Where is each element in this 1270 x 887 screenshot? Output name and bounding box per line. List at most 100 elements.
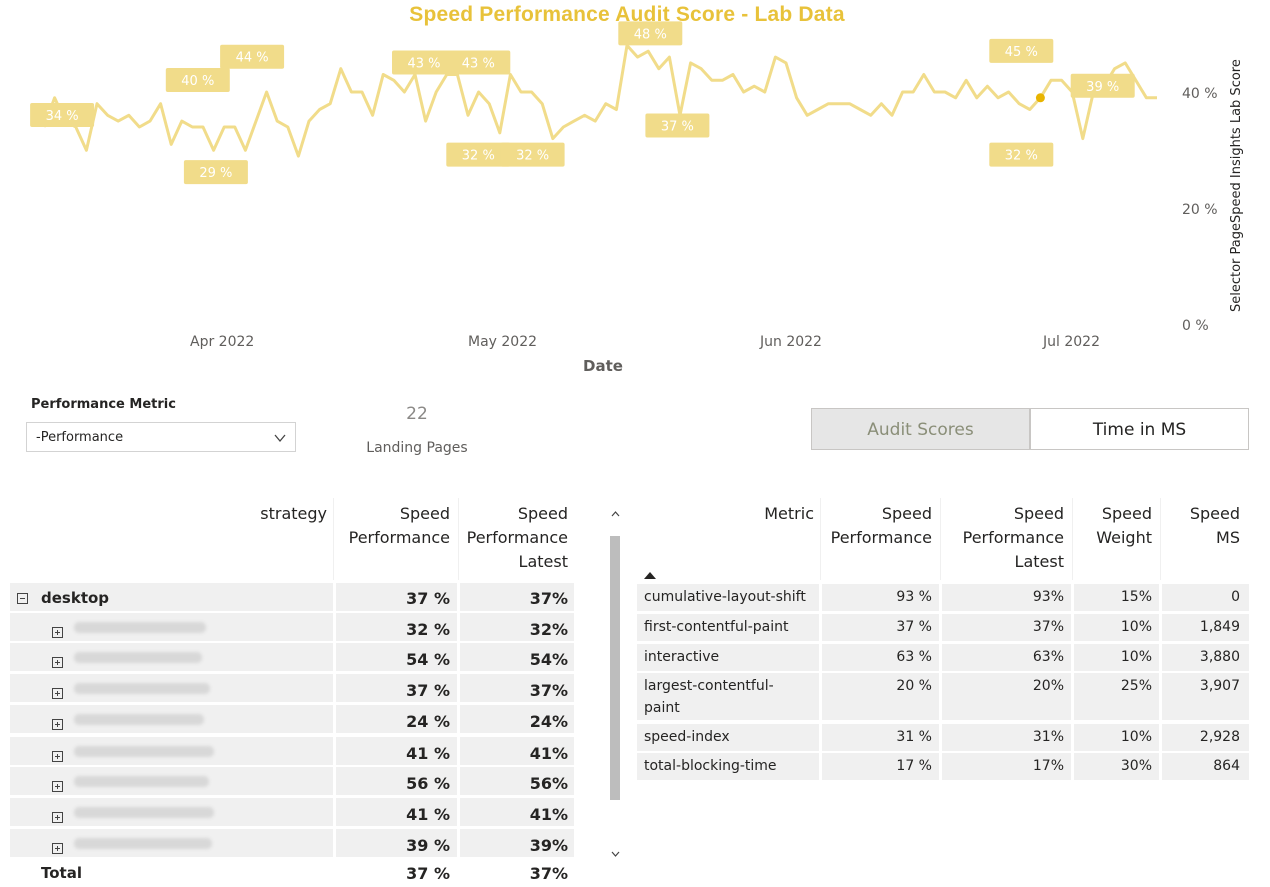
- cell-perf: 32 %: [406, 620, 450, 639]
- data-label-text: 32 %: [462, 149, 495, 164]
- x-axis: Apr 2022 May 2022 Jun 2022 Jul 2022: [190, 334, 1100, 350]
- chevron-down-icon: [274, 434, 286, 443]
- cell-perf: 37 %: [896, 619, 932, 635]
- data-labels: 34 % 40 % 29 % 44 % 43 % 32 % 43 % 32 % 48 % 37 %…: [30, 21, 1135, 185]
- data-label-text: 48 %: [634, 27, 667, 42]
- data-label-bg: [989, 38, 1054, 63]
- cell-perf: 63 %: [896, 649, 932, 665]
- expand-icon[interactable]: [52, 627, 63, 638]
- header-line: Performance: [466, 528, 568, 547]
- header-speed-performance-latest[interactable]: Speed Performance Latest: [942, 502, 1064, 574]
- table-row-desktop[interactable]: [10, 583, 574, 611]
- table-row[interactable]: [637, 584, 1249, 611]
- cell-ms: 3,907: [1199, 678, 1240, 694]
- data-label-bg: [30, 103, 95, 127]
- header-line: Speed: [399, 504, 450, 523]
- collapse-icon[interactable]: [17, 593, 28, 604]
- cell-latest: 37%: [529, 589, 568, 608]
- cell-latest: 93%: [1032, 589, 1064, 605]
- cell-perf: 56 %: [406, 774, 450, 793]
- header-line: Speed: [1101, 504, 1152, 523]
- header-speed-performance-latest[interactable]: Speed Performance Latest: [460, 502, 568, 574]
- x-tick-jul: Jul 2022: [1042, 334, 1100, 350]
- cell-latest: 37%: [1032, 619, 1064, 635]
- cell-metric: cumulative-layout-shift: [644, 589, 806, 605]
- data-label-text: 45 %: [1005, 45, 1038, 60]
- table-row[interactable]: [637, 673, 1249, 720]
- sort-ascending-icon: [644, 572, 656, 579]
- data-label-bg: [1070, 73, 1135, 98]
- redacted-url: [74, 714, 204, 725]
- cell-perf: 54 %: [406, 650, 450, 669]
- matrix-scrollbar[interactable]: [609, 500, 621, 860]
- audit-scores-button[interactable]: Audit Scores: [811, 408, 1030, 450]
- header-metric[interactable]: Metric: [764, 504, 814, 523]
- expand-icon[interactable]: [52, 781, 63, 792]
- redacted-url: [74, 746, 214, 757]
- expand-icon[interactable]: [52, 812, 63, 823]
- cell-latest: 41%: [529, 744, 568, 763]
- header-speed-weight[interactable]: Speed Weight: [1074, 502, 1152, 550]
- table-row[interactable]: [637, 614, 1249, 641]
- data-label: 43 %: [446, 50, 511, 75]
- table-row[interactable]: [637, 753, 1249, 780]
- highlighted-data-point[interactable]: [1035, 93, 1045, 103]
- cell-perf: 17 %: [896, 758, 932, 774]
- data-label-text: 32 %: [1005, 149, 1038, 164]
- cell-latest: 31%: [1032, 729, 1064, 745]
- redacted-url: [74, 776, 209, 787]
- expand-icon[interactable]: [52, 719, 63, 730]
- table-row[interactable]: [637, 644, 1249, 671]
- x-tick-may: May 2022: [468, 334, 537, 350]
- header-line: Latest: [1014, 552, 1064, 571]
- cell-perf: 20 %: [896, 678, 932, 694]
- total-perf: 37 %: [406, 864, 450, 883]
- expand-icon[interactable]: [52, 688, 63, 699]
- scroll-thumb[interactable]: [610, 536, 620, 800]
- line-chart: 40 % 20 % 0 % Selector PageSpeed Insight…: [30, 21, 1244, 375]
- expand-icon[interactable]: [52, 843, 63, 854]
- header-speed-ms[interactable]: Speed MS: [1162, 502, 1240, 550]
- cell-perf: 37 %: [406, 681, 450, 700]
- expand-icon[interactable]: [52, 657, 63, 668]
- data-label-text: 43 %: [407, 57, 440, 72]
- redacted-url: [74, 622, 206, 633]
- cell-ms: 3,880: [1199, 649, 1240, 665]
- header-line: Performance: [348, 528, 450, 547]
- metric-dropdown-value: -Performance: [36, 430, 124, 445]
- metric-dropdown[interactable]: -Performance: [26, 422, 296, 452]
- time-in-ms-button[interactable]: Time in MS: [1030, 408, 1249, 450]
- header-line: Speed: [881, 504, 932, 523]
- header-strategy[interactable]: strategy: [260, 504, 327, 523]
- cell-perf: 31 %: [896, 729, 932, 745]
- scroll-up-icon[interactable]: [611, 510, 620, 518]
- scroll-down-icon[interactable]: [611, 850, 620, 858]
- cell-ms: 0: [1231, 589, 1240, 605]
- cell-perf: 41 %: [406, 805, 450, 824]
- header-line: Performance: [962, 528, 1064, 547]
- cell-ms: 864: [1213, 758, 1240, 774]
- cell-latest: 32%: [529, 620, 568, 639]
- header-speed-performance[interactable]: Speed Performance: [336, 502, 450, 550]
- chart-title: Speed Performance Audit Score - Lab Data: [409, 3, 845, 26]
- y-tick-40: 40 %: [1182, 86, 1218, 102]
- data-label-bg: [645, 113, 710, 138]
- data-label-text: 34 %: [46, 109, 79, 124]
- redacted-url: [74, 807, 214, 818]
- metric-slicer-title: Performance Metric: [31, 397, 176, 412]
- cell-metric: speed-index: [644, 729, 730, 745]
- cell-latest: 24%: [529, 712, 568, 731]
- table-row[interactable]: [637, 724, 1249, 751]
- data-label-text: 29 %: [199, 166, 232, 181]
- y-tick-0: 0 %: [1182, 318, 1209, 334]
- cell-perf: 37 %: [406, 589, 450, 608]
- cell-metric: largest-contentful-: [644, 678, 774, 694]
- expand-icon[interactable]: [52, 751, 63, 762]
- data-label-bg: [618, 21, 683, 46]
- cell-weight: 10%: [1120, 649, 1152, 665]
- cell-perf: 41 %: [406, 744, 450, 763]
- data-label: 45 %: [989, 38, 1054, 63]
- data-label: 37 %: [645, 113, 710, 138]
- header-speed-performance[interactable]: Speed Performance: [822, 502, 932, 550]
- cell-latest: 56%: [529, 774, 568, 793]
